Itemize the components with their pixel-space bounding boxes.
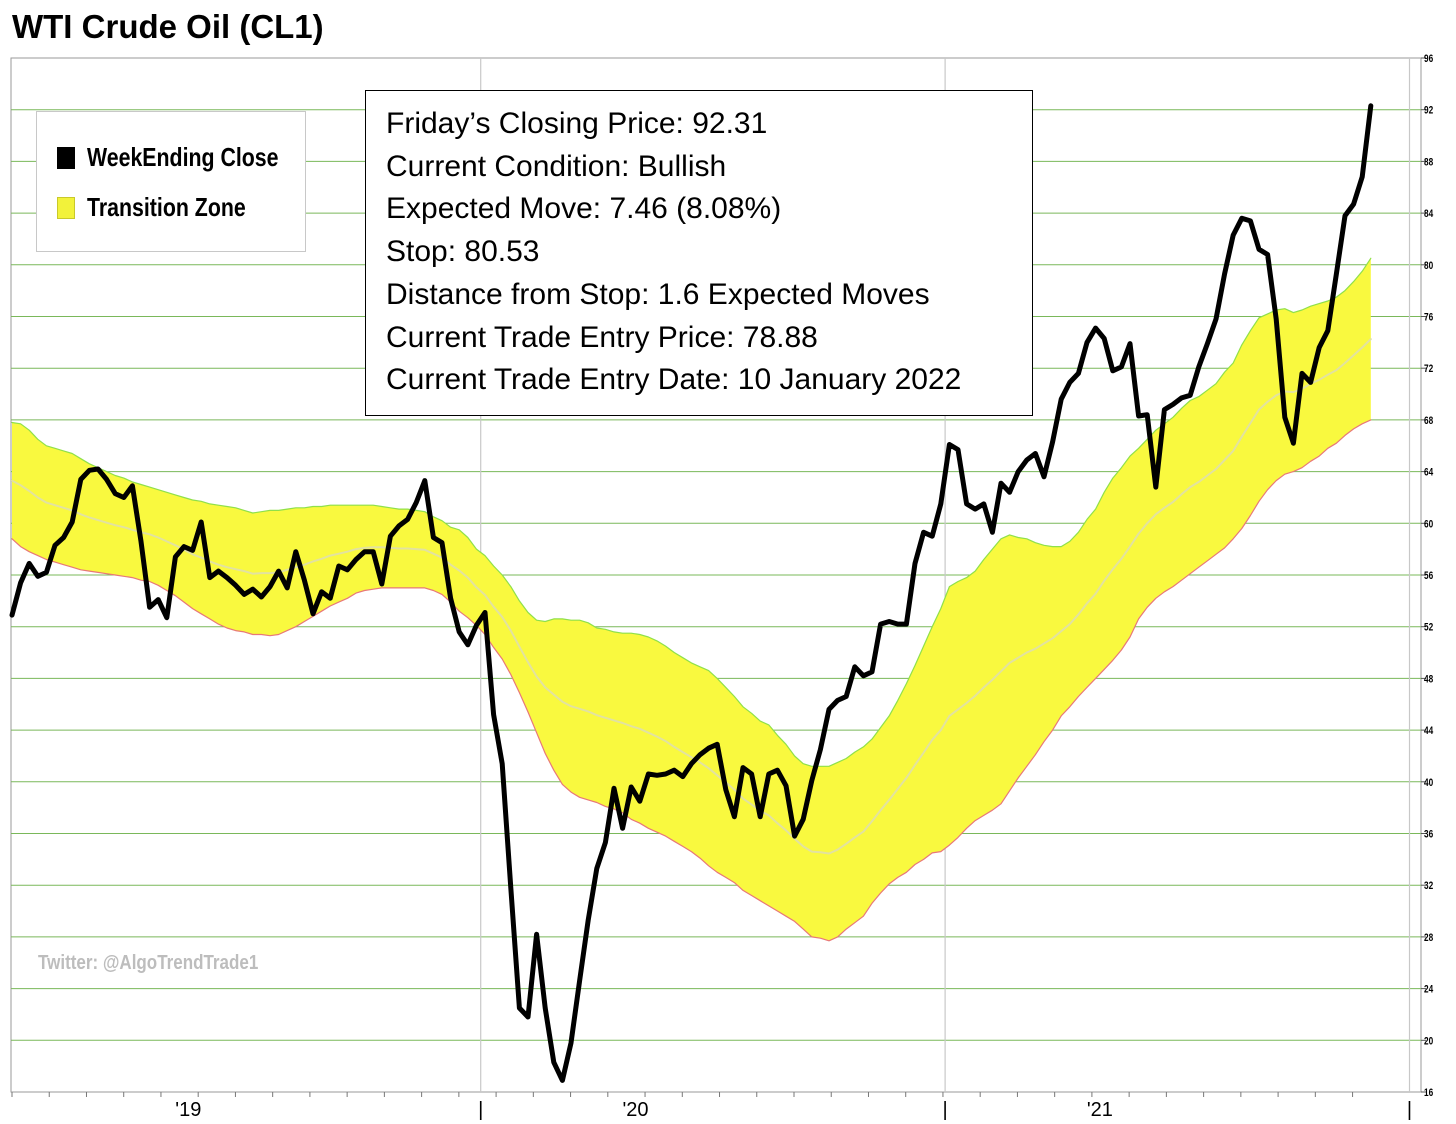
legend: WeekEnding Close Transition Zone (36, 111, 306, 252)
y-tick-label: 48 (1424, 673, 1434, 685)
y-tick-label: 96 (1424, 53, 1434, 65)
y-tick-label: 68 (1424, 415, 1434, 427)
y-tick-label: 60 (1424, 518, 1433, 530)
x-tick-label: '21 (1087, 1099, 1113, 1121)
y-tick-label: 72 (1424, 363, 1434, 375)
x-tick-label: '19 (175, 1099, 201, 1121)
y-tick-label: 20 (1424, 1035, 1433, 1047)
legend-item-close: WeekEnding Close (57, 142, 321, 173)
x-tick-label: | (1407, 1099, 1412, 1121)
transition-zone-upper-line (11, 257, 1372, 767)
y-tick-label: 16 (1424, 1087, 1434, 1099)
legend-item-zone: Transition Zone (57, 192, 281, 223)
x-tick-label: | (942, 1099, 947, 1121)
chart-title: WTI Crude Oil (CL1) (12, 8, 324, 45)
info-entry-date: Current Trade Entry Date: 10 January 202… (386, 363, 962, 397)
transition-zone-mid-line (11, 338, 1372, 855)
info-stop: Stop: 80.53 (386, 235, 540, 269)
y-tick-label: 80 (1424, 260, 1433, 272)
x-tick-label: '20 (622, 1099, 648, 1121)
y-tick-label: 64 (1424, 467, 1434, 479)
info-expected-move: Expected Move: 7.46 (8.08%) (386, 192, 782, 226)
y-tick-label: 92 (1424, 105, 1434, 117)
y-tick-label: 44 (1424, 725, 1434, 737)
y-tick-label: 24 (1424, 984, 1434, 996)
legend-swatch-zone (57, 196, 75, 219)
info-closing-price: Friday’s Closing Price: 92.31 (386, 107, 768, 140)
y-tick-label: 52 (1424, 622, 1434, 634)
y-tick-label: 56 (1424, 570, 1434, 582)
info-box: Friday’s Closing Price: 92.31 Current Co… (365, 90, 1033, 416)
transition-zone-band (12, 258, 1371, 941)
y-tick-label: 36 (1424, 828, 1434, 840)
weekending-close-line (9, 103, 1374, 1083)
info-entry-price: Current Trade Entry Price: 78.88 (386, 320, 818, 354)
y-tick-label: 84 (1424, 208, 1434, 220)
x-tick-label: | (478, 1099, 483, 1121)
y-tick-label: 28 (1424, 932, 1434, 944)
info-condition: Current Condition: Bullish (386, 149, 727, 183)
legend-swatch-close (57, 146, 75, 169)
transition-zone-lower-line (11, 419, 1372, 942)
legend-label-close: WeekEnding Close (87, 142, 279, 172)
y-tick-label: 88 (1424, 156, 1434, 168)
legend-label-zone: Transition Zone (87, 192, 246, 222)
watermark: Twitter: @AlgoTrendTrade1 (38, 952, 259, 974)
y-tick-label: 32 (1424, 880, 1434, 892)
info-distance-from-stop: Distance from Stop: 1.6 Expected Moves (386, 277, 930, 311)
y-tick-label: 76 (1424, 311, 1434, 323)
y-tick-label: 40 (1424, 777, 1433, 789)
